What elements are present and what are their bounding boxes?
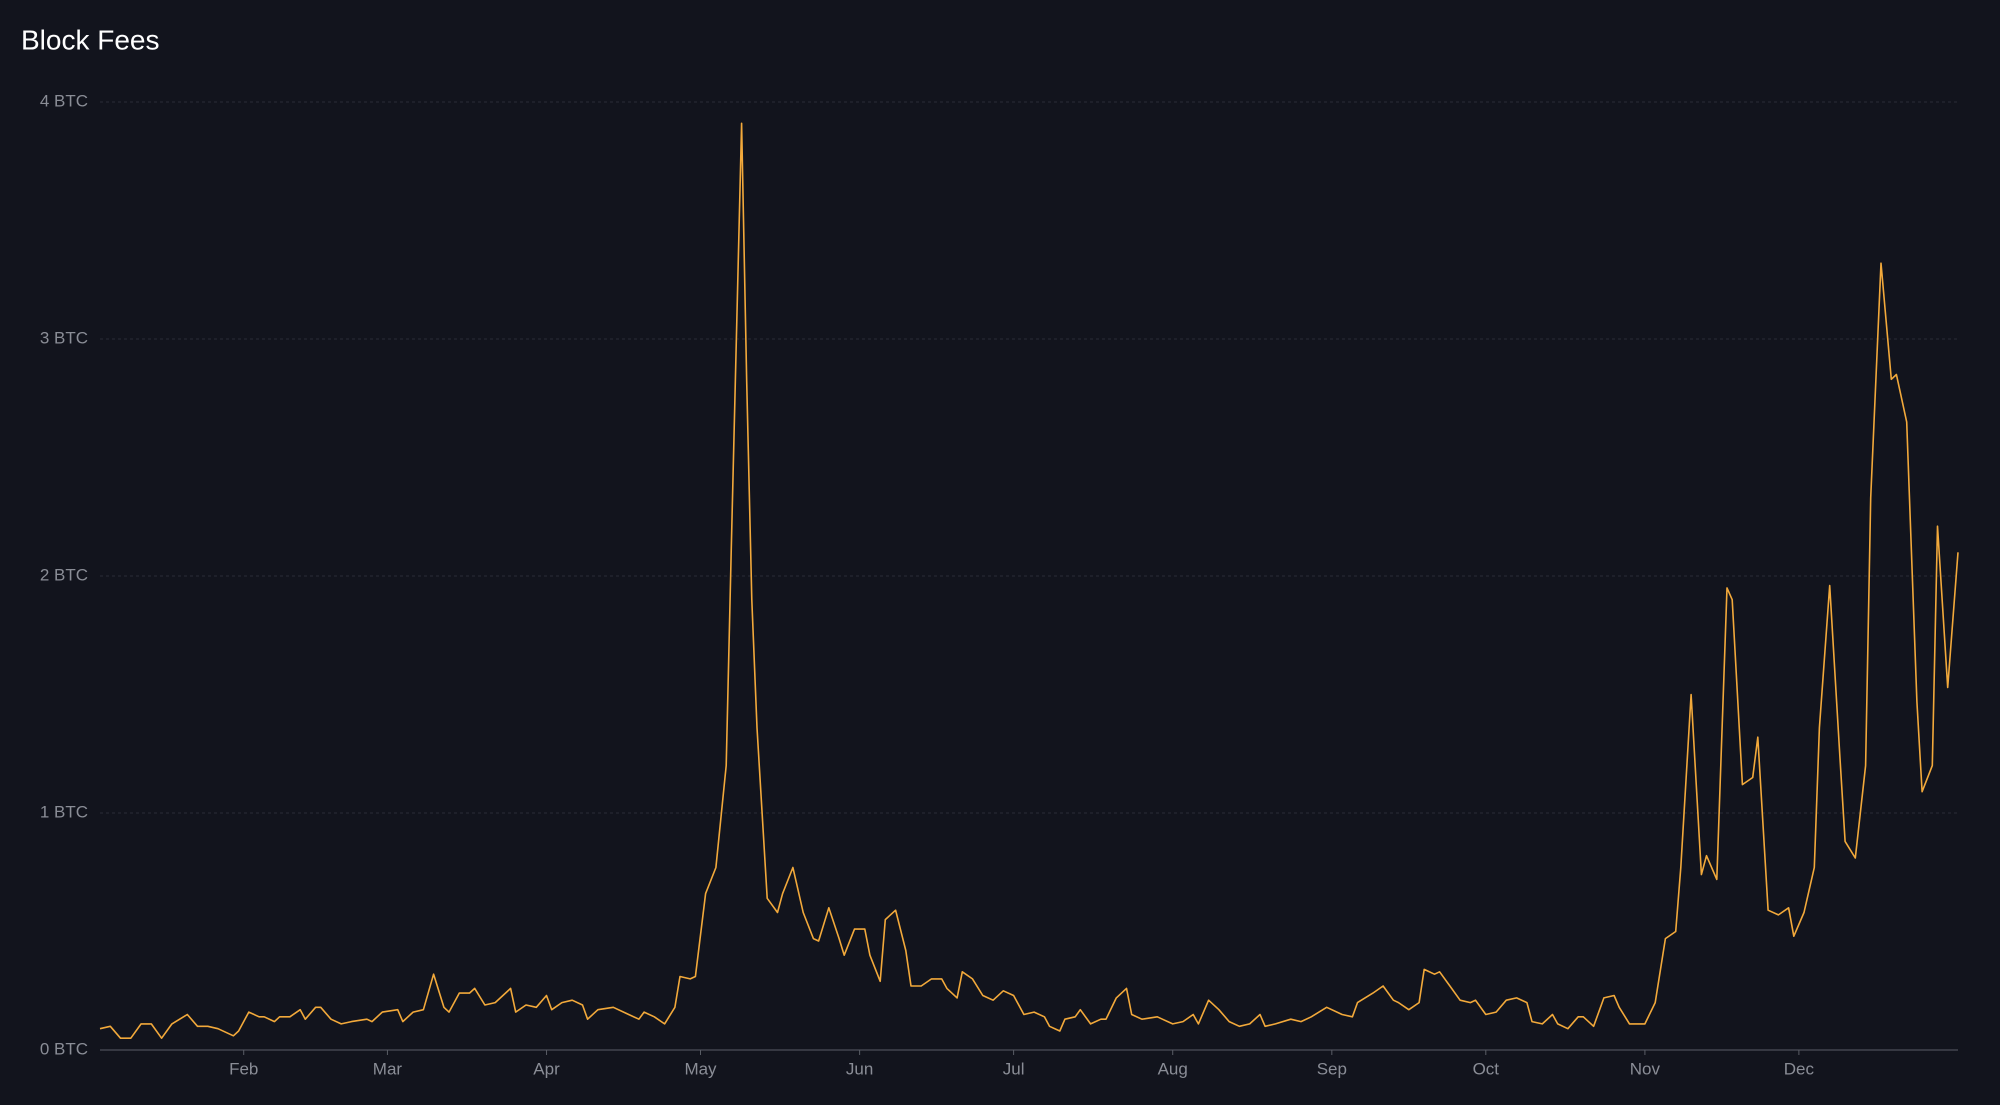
y-tick-label: 3 BTC [40,328,88,347]
y-tick-label: 4 BTC [40,91,88,110]
y-tick-label: 2 BTC [40,565,88,584]
data-line [99,122,1959,1039]
x-tick-label: Nov [1630,1059,1661,1078]
x-tick-label: Mar [373,1059,403,1078]
x-tick-label: Feb [229,1059,258,1078]
y-tick-label: 1 BTC [40,802,88,821]
y-tick-label: 0 BTC [40,1039,88,1058]
x-tick-label: Oct [1473,1059,1500,1078]
chart-title: Block Fees [21,24,160,55]
x-tick-label: Aug [1158,1059,1188,1078]
x-tick-label: May [684,1059,717,1078]
x-tick-label: Jun [846,1059,873,1078]
x-tick-label: Apr [533,1059,560,1078]
x-tick-label: Sep [1317,1059,1347,1078]
x-tick-label: Jul [1003,1059,1025,1078]
x-tick-label: Dec [1784,1059,1815,1078]
